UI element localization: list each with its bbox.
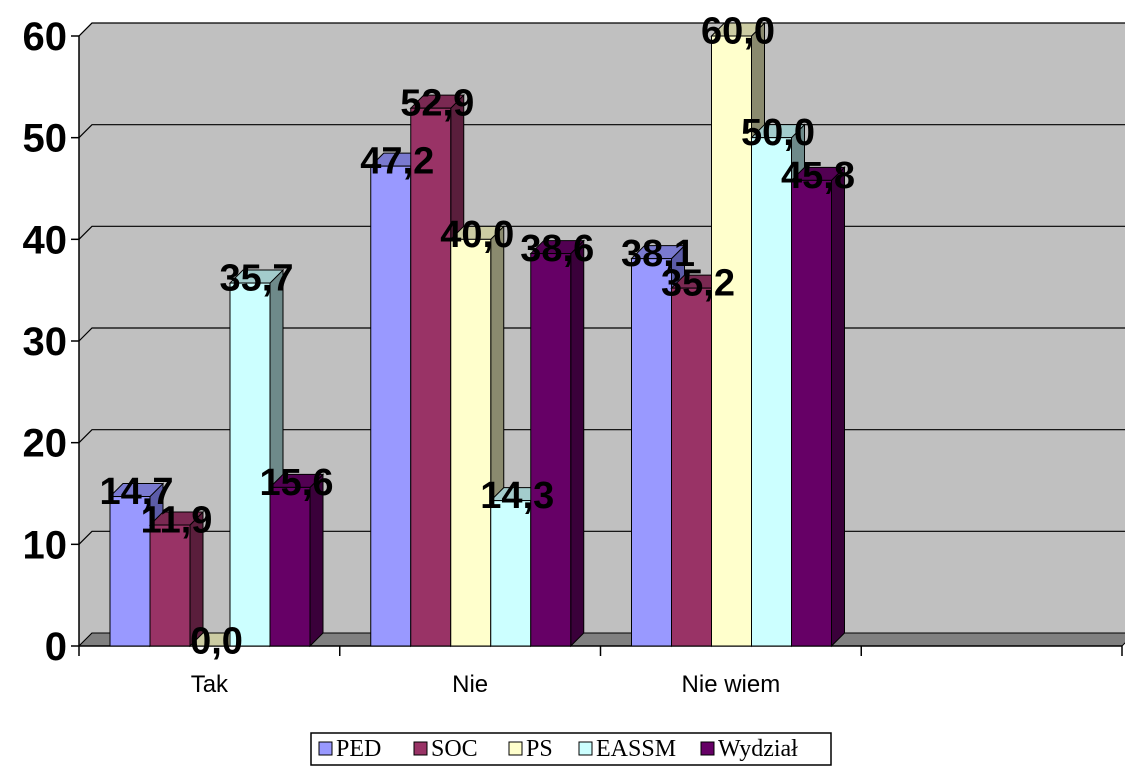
bar-side	[570, 239, 585, 648]
legend-item-soc: SOC	[413, 736, 478, 762]
legend-item-ps: PS	[508, 736, 553, 762]
legend-item-wydział: Wydział	[700, 736, 798, 762]
x-tick-label: Tak	[191, 671, 229, 698]
data-label: 50,0	[741, 112, 815, 154]
bar-front	[751, 137, 792, 647]
y-tick-label: 50	[23, 117, 68, 161]
data-label: 14,7	[100, 471, 174, 513]
data-label: 38,6	[520, 228, 594, 270]
data-label: 47,2	[360, 141, 434, 183]
x-tick-label: Nie wiem	[682, 671, 781, 698]
legend-swatch	[700, 741, 715, 756]
legend-swatch	[508, 741, 523, 756]
bar-front	[370, 165, 412, 647]
y-tick-label: 40	[23, 218, 68, 262]
bar-front	[410, 107, 452, 647]
legend: PED SOC PS EASSM Wydział	[310, 732, 832, 766]
data-label: 35,7	[220, 258, 294, 300]
x-tick-label: Nie	[452, 671, 488, 698]
data-label: 15,6	[260, 462, 334, 504]
legend-label: EASSM	[596, 736, 676, 762]
legend-item-eassm: EASSM	[578, 736, 676, 762]
gridline	[78, 22, 1125, 37]
bar-front	[711, 35, 752, 647]
legend-swatch	[413, 741, 428, 756]
legend-label: PS	[526, 736, 553, 762]
bar-front	[671, 287, 712, 647]
bar-front	[450, 238, 492, 647]
legend-label: PED	[336, 736, 381, 762]
data-label: 35,2	[661, 263, 735, 305]
bar-wydział-nie-wiem	[790, 166, 846, 648]
data-label: 38,1	[621, 233, 695, 275]
data-label: 14,3	[480, 475, 554, 517]
bar-soc-tak	[148, 510, 205, 648]
bar-front	[631, 258, 672, 647]
bar-front	[490, 500, 532, 647]
data-label: 60,0	[701, 11, 775, 53]
y-tick-label: 60	[23, 15, 68, 59]
bar-front	[269, 486, 311, 647]
data-label: 11,9	[141, 500, 213, 542]
bar-wydział-nie	[529, 239, 585, 648]
y-tick-label: 30	[23, 320, 68, 364]
y-tick-label: 20	[23, 422, 68, 466]
legend-swatch	[578, 741, 593, 756]
y-tick-label: 0	[45, 625, 67, 669]
legend-swatch	[318, 741, 333, 756]
legend-label: Wydział	[718, 736, 798, 762]
bar-eassm-tak	[228, 268, 285, 648]
data-label: 45,8	[781, 155, 855, 197]
legend-label: SOC	[431, 736, 478, 762]
data-label: 52,9	[400, 83, 474, 125]
y-tick-label: 10	[23, 523, 68, 567]
legend-box	[310, 732, 832, 766]
bar-front	[229, 282, 271, 647]
bar-front	[149, 524, 191, 647]
bar-wydział-tak	[268, 473, 325, 648]
bar-side	[831, 166, 845, 648]
data-label: 40,0	[440, 214, 514, 256]
data-label: 0,0	[190, 621, 243, 663]
bar-front	[530, 253, 572, 647]
legend-item-ped: PED	[318, 736, 381, 762]
bar-front	[791, 179, 832, 647]
